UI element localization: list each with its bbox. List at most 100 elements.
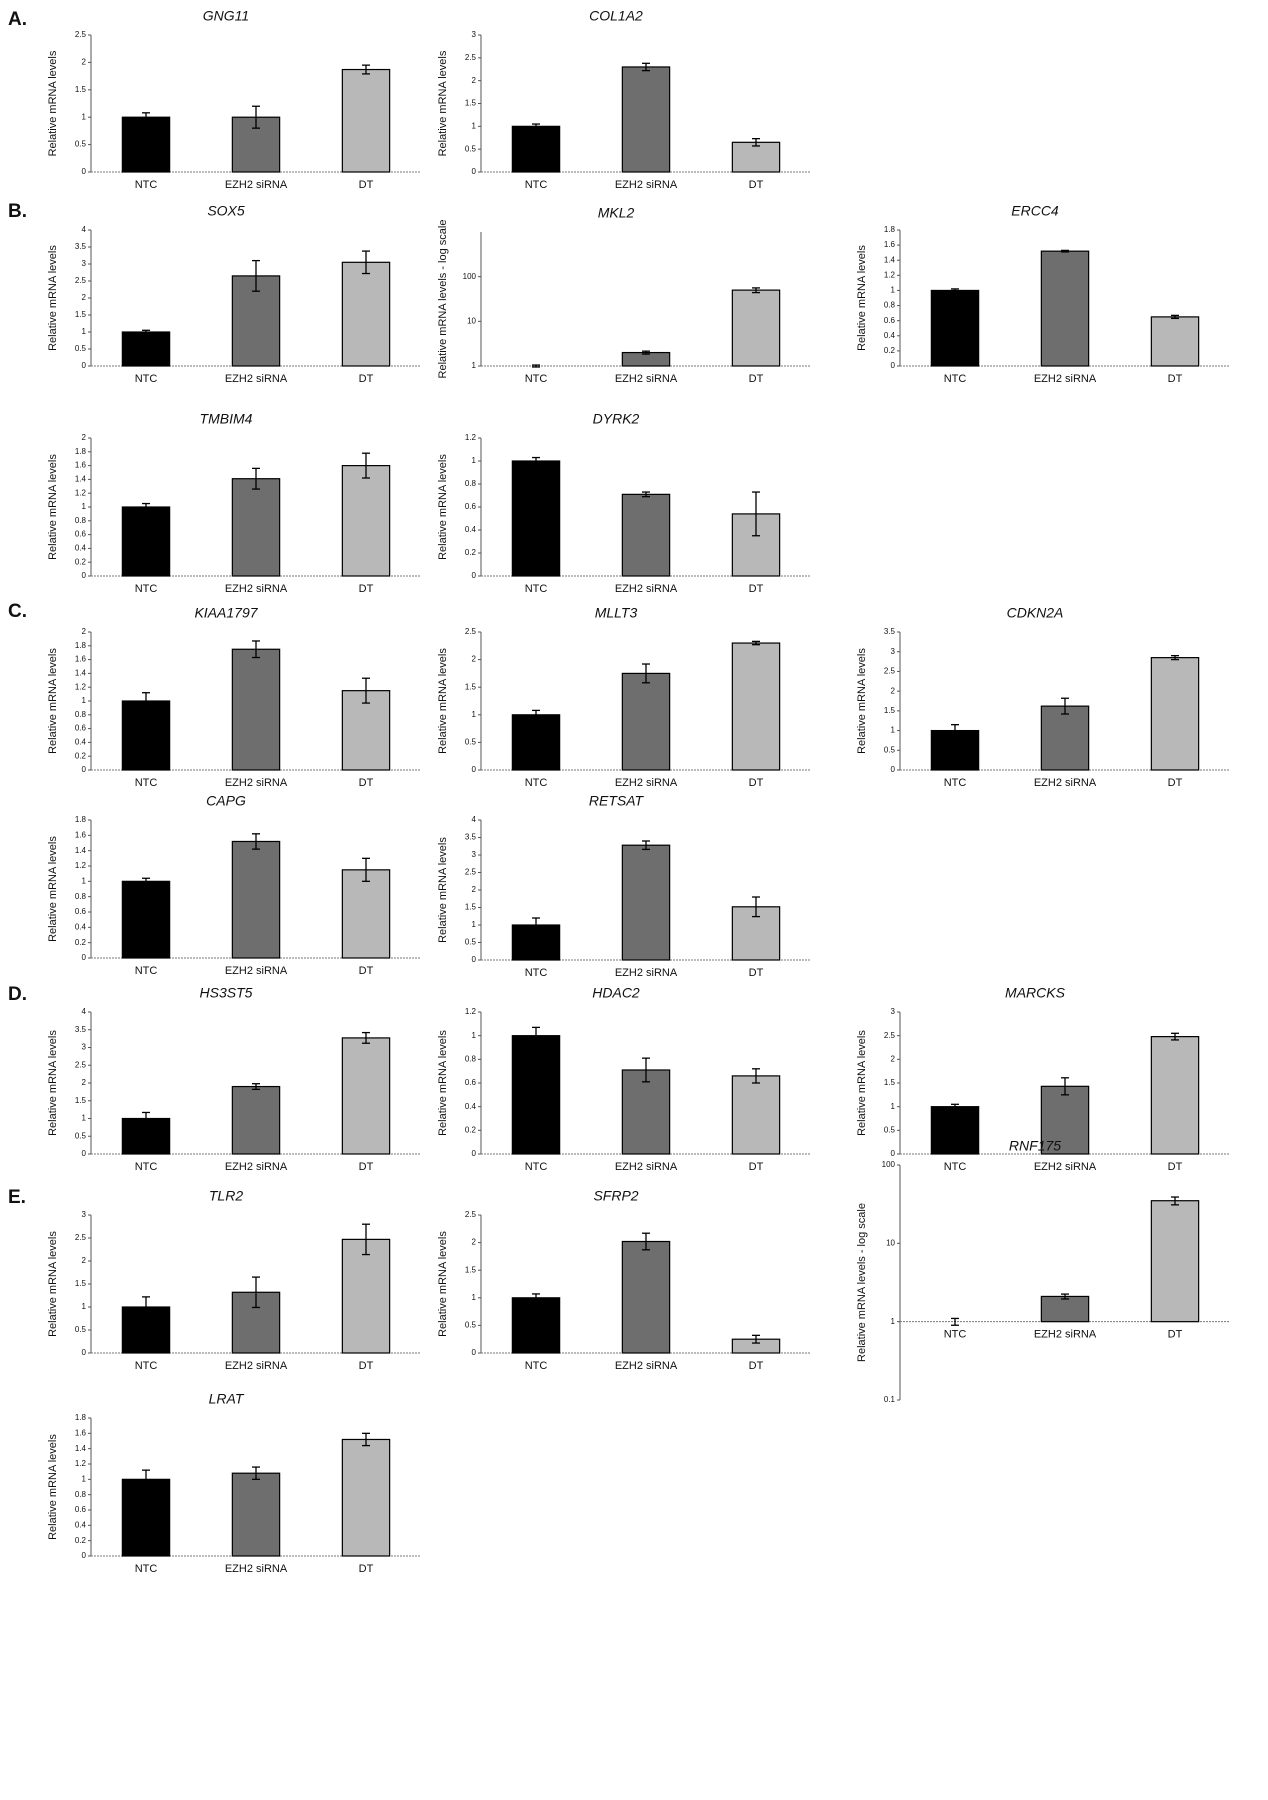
x-tick-label: EZH2 siRNA: [1034, 373, 1097, 385]
bar: [621, 1240, 671, 1354]
y-tick-label: 10: [467, 316, 476, 325]
y-tick-label: 1.8: [884, 225, 896, 234]
bar: [341, 261, 391, 367]
error-bar: [642, 491, 650, 498]
x-tick-label: NTC: [135, 965, 158, 977]
error-bar: [532, 1293, 540, 1303]
bar: [621, 493, 671, 577]
error-bar: [1061, 249, 1069, 253]
y-tick-label: 0.5: [75, 344, 87, 353]
y-tick-label: 1: [82, 502, 87, 511]
error-bar: [642, 350, 650, 355]
bar: [621, 844, 671, 961]
y-tick-label: 1: [82, 1302, 87, 1311]
x-tick-label: NTC: [944, 373, 967, 385]
bar: [121, 1478, 171, 1557]
error-bar: [362, 64, 370, 75]
error-bar: [252, 259, 260, 292]
y-tick-label: 1: [472, 361, 477, 370]
x-tick-label: EZH2 siRNA: [615, 373, 678, 385]
error-bar: [642, 1232, 650, 1251]
bar: [1150, 657, 1200, 771]
panel-label: C.: [8, 601, 27, 622]
y-tick-label: 0.5: [884, 745, 896, 754]
y-tick-label: 2: [891, 686, 896, 695]
x-tick-label: EZH2 siRNA: [615, 1360, 678, 1372]
bar: [341, 68, 391, 173]
y-tick-label: 0.4: [465, 525, 477, 534]
bar: [511, 460, 561, 577]
y-tick-label: 4: [82, 225, 87, 234]
chart-title: MKL2: [598, 205, 635, 221]
y-tick-label: 3: [82, 259, 87, 268]
y-tick-label: 1.2: [75, 488, 87, 497]
panel-label: A.: [8, 9, 27, 30]
y-tick-label: 1.6: [884, 240, 896, 249]
y-tick-label: 2: [82, 1078, 87, 1087]
error-bar: [752, 1068, 760, 1084]
bar: [231, 1085, 281, 1155]
bar: [511, 1035, 561, 1155]
bar: [621, 66, 671, 173]
y-tick-label: 3: [82, 1043, 87, 1052]
y-tick-label: 1.8: [75, 447, 87, 456]
error-bar: [252, 1466, 260, 1480]
y-tick-label: 1.5: [75, 310, 87, 319]
bar: [341, 465, 391, 577]
y-tick-label: 1.5: [884, 1078, 896, 1087]
bar: [1150, 1036, 1200, 1155]
y-tick-label: 1.5: [465, 903, 477, 912]
bar: [511, 714, 561, 771]
bar: [121, 331, 171, 367]
bar: [341, 690, 391, 771]
y-tick-label: 0.4: [75, 738, 87, 747]
y-tick-label: 1: [82, 327, 87, 336]
x-tick-label: NTC: [135, 1360, 158, 1372]
x-tick-label: DT: [749, 583, 764, 595]
y-tick-label: 1.8: [75, 1413, 87, 1422]
chart-title: KIAA1797: [194, 605, 258, 621]
y-axis-label: Relative mRNA levels: [437, 1231, 449, 1337]
y-tick-label: 0.5: [465, 1321, 477, 1330]
x-tick-label: DT: [749, 777, 764, 789]
y-tick-label: 1.4: [75, 475, 87, 484]
y-tick-label: 0.8: [884, 301, 896, 310]
y-tick-label: 0: [82, 1149, 87, 1158]
chart-title: RETSAT: [589, 793, 645, 809]
x-tick-label: DT: [359, 965, 374, 977]
x-tick-label: NTC: [135, 777, 158, 789]
y-tick-label: 100: [463, 272, 477, 281]
y-tick-label: 2: [82, 293, 87, 302]
bar: [1040, 1085, 1090, 1155]
y-tick-label: 0.8: [465, 479, 477, 488]
y-tick-label: 1.6: [75, 461, 87, 470]
y-tick-label: 3: [472, 850, 477, 859]
x-tick-label: DT: [749, 179, 764, 191]
y-tick-label: 0.6: [75, 1505, 87, 1514]
y-tick-label: 0.6: [465, 502, 477, 511]
y-axis-label: Relative mRNA levels: [437, 50, 449, 156]
x-tick-label: NTC: [525, 777, 548, 789]
x-tick-label: NTC: [525, 179, 548, 191]
error-bar: [142, 329, 150, 335]
y-tick-label: 0.2: [884, 346, 896, 355]
x-tick-label: NTC: [525, 1360, 548, 1372]
error-bar: [642, 62, 650, 72]
error-bar: [252, 1083, 260, 1091]
y-tick-label: 2: [472, 885, 477, 894]
x-tick-label: EZH2 siRNA: [615, 1161, 678, 1173]
y-tick-label: 2: [82, 58, 87, 67]
y-tick-label: 0: [82, 765, 87, 774]
y-tick-label: 0: [472, 765, 477, 774]
error-bar: [362, 1223, 370, 1256]
y-tick-label: 2.5: [884, 667, 896, 676]
y-tick-label: 2.5: [75, 30, 87, 39]
x-tick-label: DT: [359, 373, 374, 385]
y-tick-label: 1: [82, 1474, 87, 1483]
error-bar: [142, 1296, 150, 1318]
error-bar: [1061, 697, 1069, 715]
y-tick-label: 0.8: [75, 710, 87, 719]
error-bar: [142, 1469, 150, 1490]
bar: [731, 289, 781, 367]
error-bar: [532, 1026, 540, 1045]
